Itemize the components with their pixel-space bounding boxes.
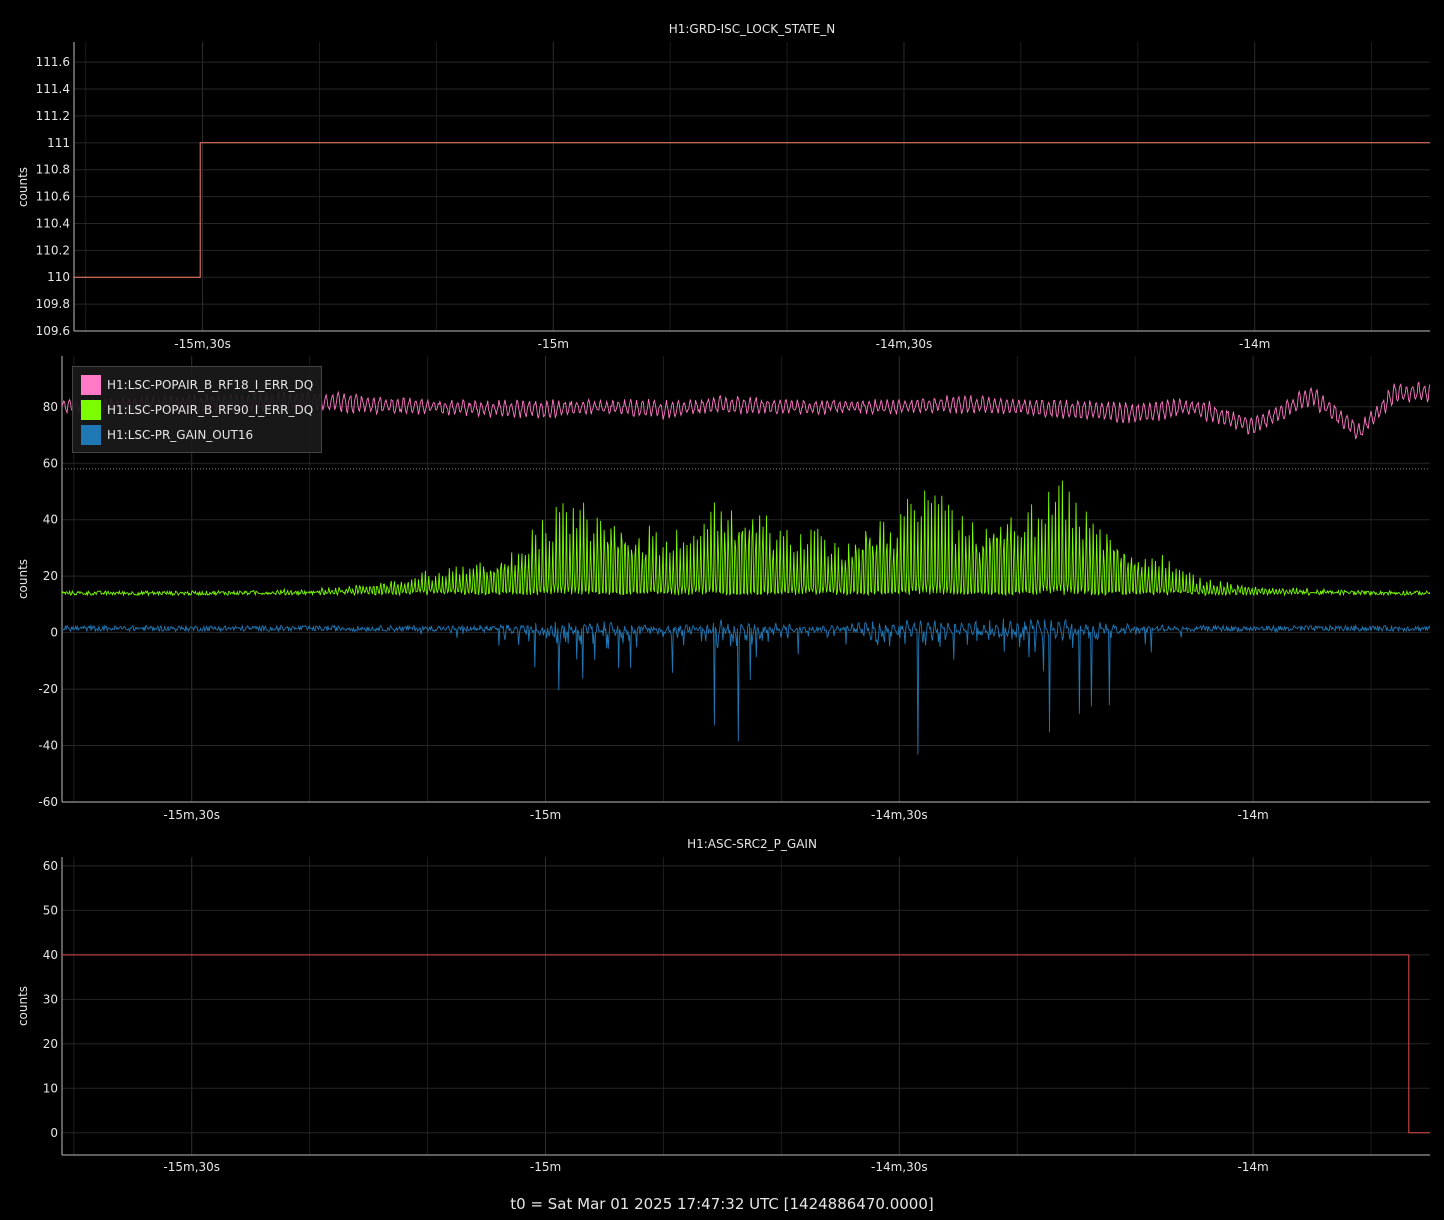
x-tick-label: -14m bbox=[1237, 1160, 1268, 1174]
y-tick-label: 111 bbox=[47, 136, 70, 150]
y-tick-label: -60 bbox=[38, 795, 58, 809]
y-tick-label: 80 bbox=[43, 400, 58, 414]
y-tick-label: 110.4 bbox=[36, 216, 70, 230]
x-tick-label: -15m,30s bbox=[163, 1160, 220, 1174]
legend-swatch-rf90 bbox=[81, 400, 101, 420]
y-tick-label: 111.2 bbox=[36, 109, 70, 123]
y-tick-label: 10 bbox=[43, 1081, 58, 1095]
series-line-3 bbox=[62, 618, 1430, 755]
series-line-1 bbox=[62, 954, 1430, 1134]
y-tick-label: 109.6 bbox=[36, 324, 70, 338]
plot-area bbox=[62, 954, 1430, 1134]
y-tick-label: 0 bbox=[50, 626, 58, 640]
chart-panel-2: -60 -40 -20 0 20 40 60 80 -15m,30s -15m -14m,30s -1… bbox=[16, 356, 1430, 822]
y-tick-label: 110 bbox=[47, 270, 70, 284]
series-line-1 bbox=[74, 142, 1430, 278]
legend-item[interactable]: H1:LSC-POPAIR_B_RF18_I_ERR_DQ bbox=[81, 374, 313, 396]
y-tick-label: -40 bbox=[38, 739, 58, 753]
legend-swatch-pr-gain bbox=[81, 425, 101, 445]
y-tick-label: 111.4 bbox=[36, 82, 70, 96]
chart-panel-3: 0 10 20 30 40 50 60 -15m,30s -15m -14m,30s -14m H1:… bbox=[16, 837, 1430, 1174]
y-tick-label: 110.8 bbox=[36, 163, 70, 177]
x-tick-label: -15m bbox=[530, 808, 561, 822]
x-tick-label: -15m bbox=[530, 1160, 561, 1174]
y-tick-label: 60 bbox=[43, 456, 58, 470]
legend-item[interactable]: H1:LSC-PR_GAIN_OUT16 bbox=[81, 424, 253, 446]
y-tick-label: 40 bbox=[43, 948, 58, 962]
series-line-2 bbox=[62, 480, 1430, 597]
x-tick-label: -14m bbox=[1237, 808, 1268, 822]
legend-swatch-rf18 bbox=[81, 375, 101, 395]
legend-label-pr-gain: H1:LSC-PR_GAIN_OUT16 bbox=[107, 428, 254, 442]
plot-area bbox=[74, 142, 1430, 278]
y-axis-label: counts bbox=[16, 986, 30, 1026]
chart-title: H1:ASC-SRC2_P_GAIN bbox=[687, 837, 817, 851]
x-tick-label: -15m,30s bbox=[174, 337, 231, 351]
legend: H1:LSC-POPAIR_B_RF18_I_ERR_DQ H1:LSC-POP… bbox=[72, 366, 322, 453]
x-tick-label: -14m,30s bbox=[876, 337, 933, 351]
y-tick-label: 109.8 bbox=[36, 297, 70, 311]
y-tick-label: 30 bbox=[43, 992, 58, 1006]
t0-footer: t0 = Sat Mar 01 2025 17:47:32 UTC [14248… bbox=[510, 1195, 934, 1213]
legend-label-rf90: H1:LSC-POPAIR_B_RF90_I_ERR_DQ bbox=[107, 403, 314, 417]
x-tick-label: -14m,30s bbox=[871, 808, 928, 822]
y-tick-label: 0 bbox=[50, 1126, 58, 1140]
y-tick-label: 60 bbox=[43, 859, 58, 873]
y-axis-label: counts bbox=[16, 559, 30, 599]
legend-item[interactable]: H1:LSC-POPAIR_B_RF90_I_ERR_DQ bbox=[81, 399, 313, 421]
y-tick-label: 110.2 bbox=[36, 243, 70, 257]
x-tick-label: -15m bbox=[538, 337, 569, 351]
y-axis-label: counts bbox=[16, 167, 30, 207]
y-tick-label: 50 bbox=[43, 903, 58, 917]
y-tick-label: 111.6 bbox=[36, 55, 70, 69]
chart-panel-1: 109.6 109.8 110 110.2 110.4 110.6 110.8 111 111.… bbox=[16, 22, 1430, 351]
y-tick-label: 40 bbox=[43, 513, 58, 527]
y-tick-label: 20 bbox=[43, 1037, 58, 1051]
legend-label-rf18: H1:LSC-POPAIR_B_RF18_I_ERR_DQ bbox=[107, 378, 314, 392]
y-tick-label: 20 bbox=[43, 569, 58, 583]
y-tick-label: -20 bbox=[38, 682, 58, 696]
x-tick-label: -15m,30s bbox=[163, 808, 220, 822]
chart-title: H1:GRD-ISC_LOCK_STATE_N bbox=[669, 22, 836, 36]
y-tick-label: 110.6 bbox=[36, 190, 70, 204]
x-tick-label: -14m bbox=[1239, 337, 1270, 351]
x-tick-label: -14m,30s bbox=[871, 1160, 928, 1174]
